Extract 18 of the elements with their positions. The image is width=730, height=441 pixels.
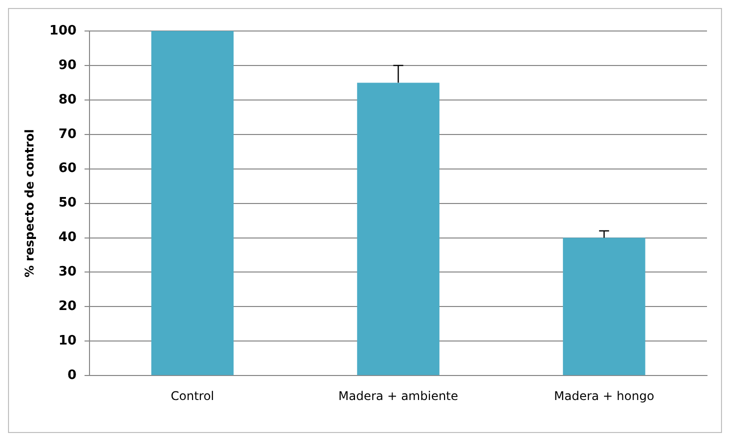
y-axis-title: % respecto de control <box>22 129 36 278</box>
y-tick-label: 40 <box>58 230 77 246</box>
y-tick-label: 50 <box>58 196 77 211</box>
y-tick-label: 20 <box>58 299 77 314</box>
bar <box>357 82 440 376</box>
bar <box>151 31 234 376</box>
bar <box>562 238 646 376</box>
y-tick-label: 10 <box>58 334 77 349</box>
y-tick-label: 100 <box>49 23 77 38</box>
y-tick-label: 80 <box>58 92 77 108</box>
y-tick-label: 0 <box>67 368 77 383</box>
x-tick-label: Madera + ambiente <box>338 388 458 403</box>
y-tick-label: 90 <box>58 58 77 73</box>
y-tick-label: 70 <box>58 126 77 142</box>
y-tick-label: 60 <box>58 161 77 176</box>
x-tick-label: Control <box>170 388 214 403</box>
y-tick-label: 30 <box>58 264 77 280</box>
x-tick-label: Madera + hongo <box>554 388 654 403</box>
